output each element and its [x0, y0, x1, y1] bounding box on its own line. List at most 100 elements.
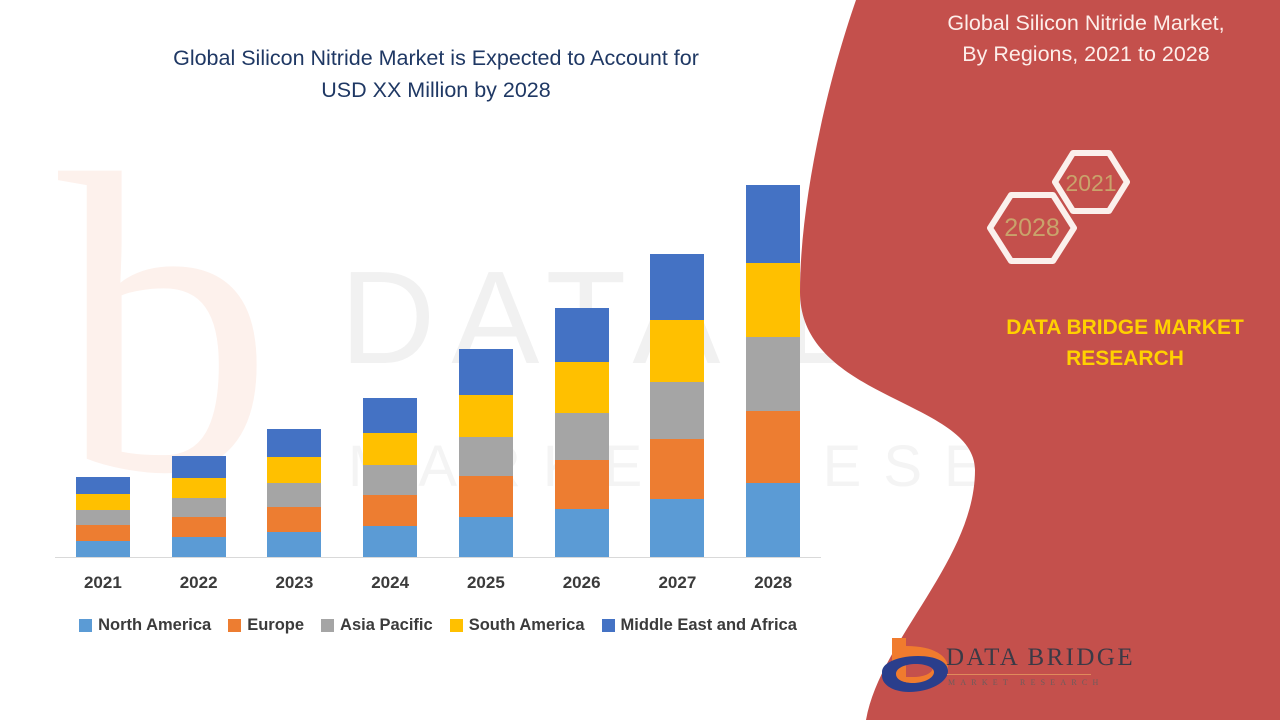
bar-slot-2021: [55, 131, 151, 557]
chart-plot-area: [55, 130, 821, 558]
legend-label: Europe: [247, 616, 305, 634]
legend-swatch-icon: [79, 619, 93, 632]
stacked-bar-2021[interactable]: [75, 477, 130, 557]
logo-wordmark: DATA BRIDGE: [946, 644, 1135, 671]
panel-title-line1: Global Silicon Nitride Market,: [947, 11, 1225, 35]
bar-segment-2028-middle-east-and-africa[interactable]: [746, 184, 801, 263]
legend-label: South America: [468, 616, 585, 634]
bar-segment-2027-middle-east-and-africa[interactable]: [650, 253, 705, 321]
bar-segment-2021-europe[interactable]: [75, 525, 130, 542]
bar-segment-2025-south-america[interactable]: [458, 394, 513, 437]
legend-item-south-america[interactable]: South America: [449, 616, 585, 635]
stacked-bar-2028[interactable]: [746, 184, 801, 557]
legend-item-asia-pacific[interactable]: Asia Pacific: [321, 616, 433, 635]
legend-swatch-icon: [321, 619, 335, 632]
brand-line1: DATA BRIDGE MARKET: [1006, 316, 1244, 339]
bar-slot-2022: [151, 131, 247, 557]
chart-title-line1: Global Silicon Nitride Market is Expecte…: [173, 46, 699, 70]
chart-legend: North America Europe Asia Pacific South Ame…: [55, 616, 821, 635]
bar-segment-2023-north-america[interactable]: [267, 532, 322, 557]
bar-segment-2026-north-america[interactable]: [554, 509, 609, 557]
legend-swatch-icon: [601, 619, 615, 632]
bar-segment-2027-europe[interactable]: [650, 438, 705, 500]
bar-slot-2028: [725, 131, 821, 557]
x-axis-label-2023: 2023: [275, 573, 314, 592]
stacked-bar-2027[interactable]: [650, 253, 705, 557]
bar-segment-2025-middle-east-and-africa[interactable]: [458, 349, 513, 395]
bar-segment-2024-middle-east-and-africa[interactable]: [363, 397, 418, 433]
bar-slot-2023: [247, 131, 343, 557]
bar-slot-2025: [438, 131, 534, 557]
bar-slot-2026: [534, 131, 630, 557]
chart-title-line2: USD XX Million by 2028: [321, 78, 551, 102]
bar-segment-2024-asia-pacific[interactable]: [363, 465, 418, 496]
x-axis-line: [55, 556, 821, 558]
bar-slot-2027: [630, 131, 726, 557]
bar-segment-2022-south-america[interactable]: [171, 478, 226, 499]
x-axis-label-2028: 2028: [754, 573, 793, 592]
legend-item-europe[interactable]: Europe: [228, 616, 304, 635]
bar-segment-2028-europe[interactable]: [746, 410, 801, 484]
bar-segment-2021-asia-pacific[interactable]: [75, 510, 130, 526]
legend-item-north-america[interactable]: North America: [79, 616, 211, 635]
x-axis-label-2024: 2024: [371, 573, 410, 592]
legend-item-middle-east-and-africa[interactable]: Middle East and Africa: [601, 616, 797, 635]
bar-group: [55, 131, 821, 557]
bar-segment-2023-europe[interactable]: [267, 507, 322, 533]
bar-segment-2028-north-america[interactable]: [746, 483, 801, 557]
logo-tagline: MARKET RESEARCH: [948, 678, 1104, 687]
brand-line2: RESEARCH: [1066, 347, 1184, 370]
bar-segment-2022-europe[interactable]: [171, 517, 226, 538]
bar-segment-2024-south-america[interactable]: [363, 432, 418, 466]
bar-segment-2024-north-america[interactable]: [363, 526, 418, 557]
legend-swatch-icon: [228, 619, 242, 632]
stacked-bar-2022[interactable]: [171, 456, 226, 557]
bar-segment-2025-asia-pacific[interactable]: [458, 436, 513, 477]
bar-segment-2025-europe[interactable]: [458, 476, 513, 518]
bar-segment-2022-middle-east-and-africa[interactable]: [171, 456, 226, 479]
bar-slot-2024: [342, 131, 438, 557]
logo-divider: [947, 674, 1091, 675]
bar-segment-2023-south-america[interactable]: [267, 457, 322, 484]
bar-segment-2027-asia-pacific[interactable]: [650, 381, 705, 439]
data-bridge-logo-icon: [882, 638, 948, 692]
x-axis-labels: 2021 2022 2023 2024 2025 2026 2027 2028: [55, 573, 821, 593]
bar-segment-2028-asia-pacific[interactable]: [746, 337, 801, 411]
chart-title: Global Silicon Nitride Market is Expecte…: [56, 42, 816, 106]
hexagon-badges: 2028 2021: [987, 150, 1130, 264]
bar-segment-2026-europe[interactable]: [554, 460, 609, 510]
bar-segment-2021-middle-east-and-africa[interactable]: [75, 477, 130, 495]
bar-segment-2024-europe[interactable]: [363, 495, 418, 527]
x-axis-label-2021: 2021: [83, 573, 122, 592]
bar-segment-2027-north-america[interactable]: [650, 499, 705, 557]
brand-name: DATA BRIDGE MARKET RESEARCH: [960, 312, 1280, 374]
x-axis-label-2022: 2022: [179, 573, 218, 592]
bar-segment-2023-asia-pacific[interactable]: [267, 483, 322, 508]
hexagon-2021-shape: [1052, 150, 1130, 214]
x-axis-label-2027: 2027: [658, 573, 697, 592]
bar-segment-2022-north-america[interactable]: [171, 537, 226, 557]
stacked-bar-2023[interactable]: [267, 428, 322, 557]
stacked-bar-2025[interactable]: [458, 349, 513, 557]
bar-segment-2021-south-america[interactable]: [75, 494, 130, 511]
panel-title: Global Silicon Nitride Market, By Region…: [900, 8, 1272, 70]
bar-segment-2027-south-america[interactable]: [650, 320, 705, 382]
bar-segment-2026-asia-pacific[interactable]: [554, 412, 609, 460]
bar-segment-2026-middle-east-and-africa[interactable]: [554, 308, 609, 363]
bar-segment-2023-middle-east-and-africa[interactable]: [267, 428, 322, 457]
bar-segment-2025-north-america[interactable]: [458, 517, 513, 557]
legend-label: Middle East and Africa: [620, 616, 797, 634]
stacked-bar-2026[interactable]: [554, 308, 609, 557]
x-axis-label-2026: 2026: [562, 573, 601, 592]
bar-segment-2026-south-america[interactable]: [554, 362, 609, 413]
stacked-bar-2024[interactable]: [363, 397, 418, 557]
legend-swatch-icon: [449, 619, 463, 632]
legend-label: North America: [98, 616, 212, 634]
bar-segment-2021-north-america[interactable]: [75, 541, 130, 557]
hexagon-2021-label: 2021: [1065, 170, 1116, 196]
bar-segment-2022-asia-pacific[interactable]: [171, 498, 226, 518]
x-axis-label-2025: 2025: [466, 573, 505, 592]
bar-segment-2028-south-america[interactable]: [746, 262, 801, 338]
